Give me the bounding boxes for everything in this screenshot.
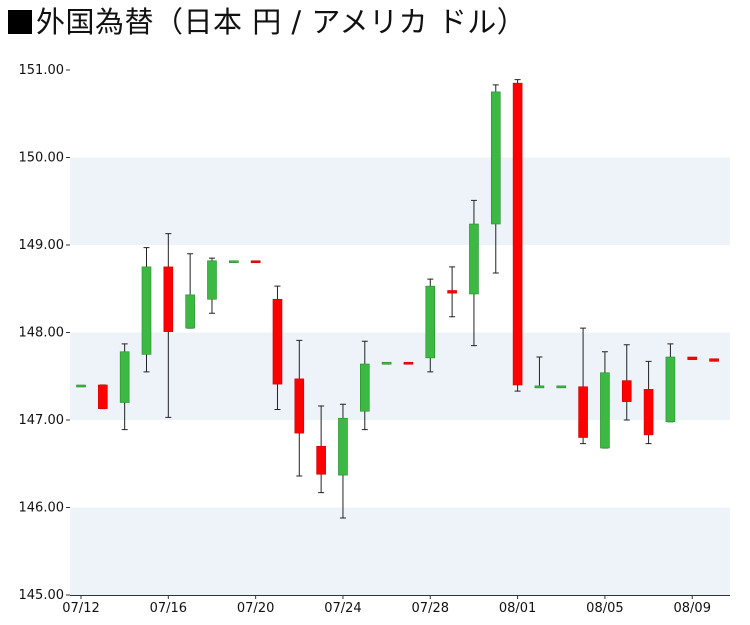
x-tick-label: 07/16 — [150, 601, 187, 616]
y-tick-label: 147.00 — [19, 413, 65, 428]
candle-body — [665, 356, 676, 423]
candle-body — [185, 294, 195, 329]
candle-body — [556, 385, 567, 389]
candle-body — [534, 385, 545, 389]
candle-body — [403, 361, 414, 365]
candle-body — [272, 298, 283, 385]
candle-body — [381, 361, 392, 365]
candle-body — [229, 260, 239, 264]
y-tick-label: 145.00 — [19, 588, 65, 603]
candle-body — [687, 356, 698, 360]
candle-body — [490, 91, 501, 225]
x-tick-label: 07/12 — [62, 601, 99, 616]
x-tick-label: 07/28 — [412, 601, 449, 616]
candle-body — [207, 260, 217, 300]
y-tick-label: 151.00 — [19, 63, 65, 78]
candle-body — [250, 260, 261, 264]
grid-band — [70, 507, 730, 595]
candle-body — [163, 266, 174, 332]
y-tick-label: 149.00 — [19, 238, 65, 253]
x-tick-label: 07/20 — [237, 601, 274, 616]
x-tick-label: 08/01 — [499, 601, 536, 616]
y-tick-label: 148.00 — [19, 326, 65, 341]
candle-body — [316, 445, 326, 475]
candle-body — [294, 378, 305, 434]
x-tick-label: 08/09 — [674, 601, 711, 616]
candle-body — [469, 223, 479, 295]
candle-body — [98, 384, 108, 409]
candle-body — [447, 290, 457, 294]
title-square-icon — [8, 10, 32, 34]
candle-body — [621, 380, 632, 402]
candle-body — [600, 372, 610, 449]
candle-body — [338, 417, 348, 476]
candle-body — [709, 358, 719, 362]
candle-body — [578, 386, 588, 438]
x-tick-label: 07/24 — [324, 601, 361, 616]
candle-body — [425, 285, 436, 359]
y-tick-label: 146.00 — [19, 501, 65, 516]
x-tick-label: 08/05 — [586, 601, 623, 616]
candle-body — [359, 363, 370, 412]
chart-title-text: 外国為替（日本 円 / アメリカ ドル） — [36, 5, 527, 39]
candle-body — [643, 389, 654, 436]
candle-body — [119, 351, 130, 403]
candle-body — [76, 384, 86, 388]
candle-body — [512, 82, 523, 386]
grid-band — [70, 157, 730, 245]
y-tick-label: 150.00 — [19, 151, 65, 166]
chart-title: 外国為替（日本 円 / アメリカ ドル） — [8, 2, 526, 42]
grid-band — [70, 332, 730, 420]
candle-body — [141, 266, 152, 355]
